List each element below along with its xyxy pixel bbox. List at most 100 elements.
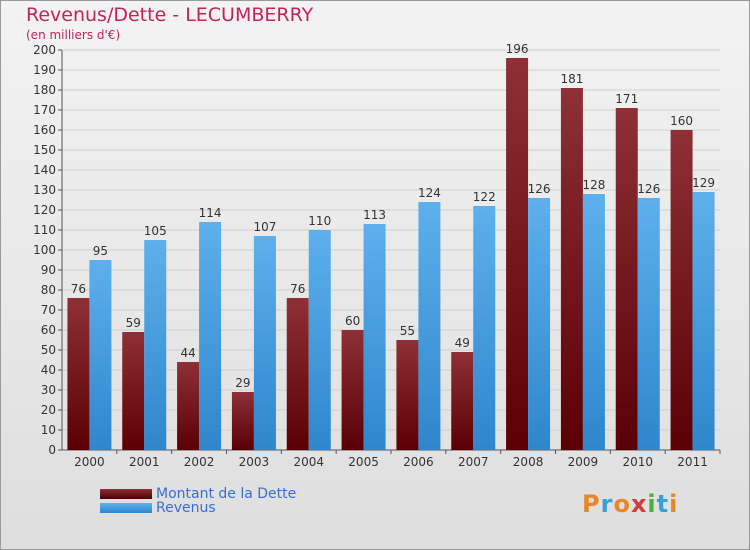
bar-debt — [396, 340, 419, 450]
x-tick-label: 2005 — [348, 455, 379, 469]
x-tick-label: 2004 — [293, 455, 324, 469]
x-tick-label: 2003 — [239, 455, 270, 469]
data-label: 126 — [528, 182, 551, 196]
bar-revenus — [473, 206, 496, 450]
bar-revenus — [253, 236, 276, 450]
bar-revenus — [637, 198, 660, 450]
bar-debt — [67, 298, 90, 450]
x-tick-label: 2006 — [403, 455, 434, 469]
data-label: 95 — [93, 244, 108, 258]
x-tick-label: 2002 — [184, 455, 215, 469]
logo-letter: x — [630, 490, 648, 518]
y-tick-label: 80 — [41, 283, 56, 297]
legend-swatch-revenus — [100, 503, 152, 513]
y-tick-label: 0 — [48, 443, 56, 457]
y-tick-label: 10 — [41, 423, 56, 437]
bar-revenus — [418, 202, 441, 450]
y-tick-label: 100 — [33, 243, 56, 257]
bar-revenus — [199, 222, 222, 450]
logo-letter: r — [600, 490, 614, 518]
y-tick-label: 40 — [41, 363, 56, 377]
bar-debt — [615, 108, 638, 450]
bar-revenus — [144, 240, 167, 450]
logo-letter: o — [613, 490, 631, 518]
x-tick-label: 2007 — [458, 455, 489, 469]
legend-label-revenus: Revenus — [156, 500, 216, 516]
y-tick-label: 50 — [41, 343, 56, 357]
logo-letter: P — [582, 490, 601, 518]
axes: 0 10 20 30 40 50 60 70 80 90 100 110 120 130 140 150 160… — [33, 43, 721, 469]
x-tick-label: 2001 — [129, 455, 160, 469]
bar-debt — [506, 58, 529, 450]
x-tick-label: 2009 — [568, 455, 599, 469]
y-tick-label: 150 — [33, 143, 56, 157]
data-labels: 76 95 59 105 44 114 29 107 76 110 60 113 55 124 49 122 1… — [71, 42, 715, 390]
data-label: 76 — [71, 282, 86, 296]
data-label: 105 — [144, 224, 167, 238]
bar-debt — [231, 392, 254, 450]
data-label: 126 — [637, 182, 660, 196]
x-tick-label: 2010 — [622, 455, 653, 469]
data-label: 49 — [455, 336, 470, 350]
data-label: 44 — [180, 346, 195, 360]
grid-lines — [62, 49, 720, 451]
logo-letter: t — [656, 490, 670, 518]
y-tick-label: 60 — [41, 323, 56, 337]
legend-swatch-debt — [100, 489, 152, 499]
data-label: 124 — [418, 186, 441, 200]
data-label: 29 — [235, 376, 250, 390]
legend-label-debt: Montant de la Dette — [156, 486, 297, 502]
y-tick-label: 20 — [41, 403, 56, 417]
logo-letter: i — [647, 490, 657, 518]
data-label: 196 — [506, 42, 529, 56]
bar-revenus — [528, 198, 551, 450]
y-tick-label: 70 — [41, 303, 56, 317]
y-tick-label: 170 — [33, 103, 56, 117]
y-tick-label: 200 — [33, 43, 56, 57]
y-tick-label: 30 — [41, 383, 56, 397]
data-label: 122 — [473, 190, 496, 204]
bar-revenus — [363, 224, 386, 450]
y-tick-label: 190 — [33, 63, 56, 77]
x-tick-label: 2011 — [677, 455, 708, 469]
bar-debt — [122, 332, 145, 450]
chart-title: Revenus/Dette - LECUMBERRY — [26, 4, 314, 26]
data-label: 171 — [615, 92, 638, 106]
data-label: 110 — [308, 214, 331, 228]
y-tick-label: 180 — [33, 83, 56, 97]
chart-subtitle: (en milliers d'€) — [26, 28, 121, 42]
data-label: 181 — [560, 72, 583, 86]
logo-letter: i — [669, 490, 679, 518]
x-tick-label: 2008 — [513, 455, 544, 469]
data-label: 129 — [692, 176, 715, 190]
bar-debt — [451, 352, 474, 450]
bar-revenus — [308, 230, 331, 450]
bar-debt — [341, 330, 364, 450]
data-label: 60 — [345, 314, 360, 328]
x-tick-label: 2000 — [74, 455, 105, 469]
bar-debt — [670, 130, 693, 450]
y-tick-label: 130 — [33, 183, 56, 197]
data-label: 76 — [290, 282, 305, 296]
y-tick-label: 140 — [33, 163, 56, 177]
y-tick-label: 110 — [33, 223, 56, 237]
data-label: 113 — [363, 208, 386, 222]
bar-debt — [177, 362, 200, 450]
data-label: 59 — [126, 316, 141, 330]
data-label: 55 — [400, 324, 415, 338]
bar-revenus — [582, 194, 605, 450]
bar-revenus — [89, 260, 112, 450]
proxiti-logo: Proxiti — [582, 490, 678, 518]
bar-debt — [560, 88, 583, 450]
bars — [67, 58, 715, 450]
data-label: 160 — [670, 114, 693, 128]
bar-debt — [286, 298, 309, 450]
y-tick-label: 90 — [41, 263, 56, 277]
y-tick-label: 120 — [33, 203, 56, 217]
data-label: 128 — [582, 178, 605, 192]
data-label: 107 — [253, 220, 276, 234]
bar-revenus — [692, 192, 715, 450]
y-tick-label: 160 — [33, 123, 56, 137]
data-label: 114 — [199, 206, 222, 220]
